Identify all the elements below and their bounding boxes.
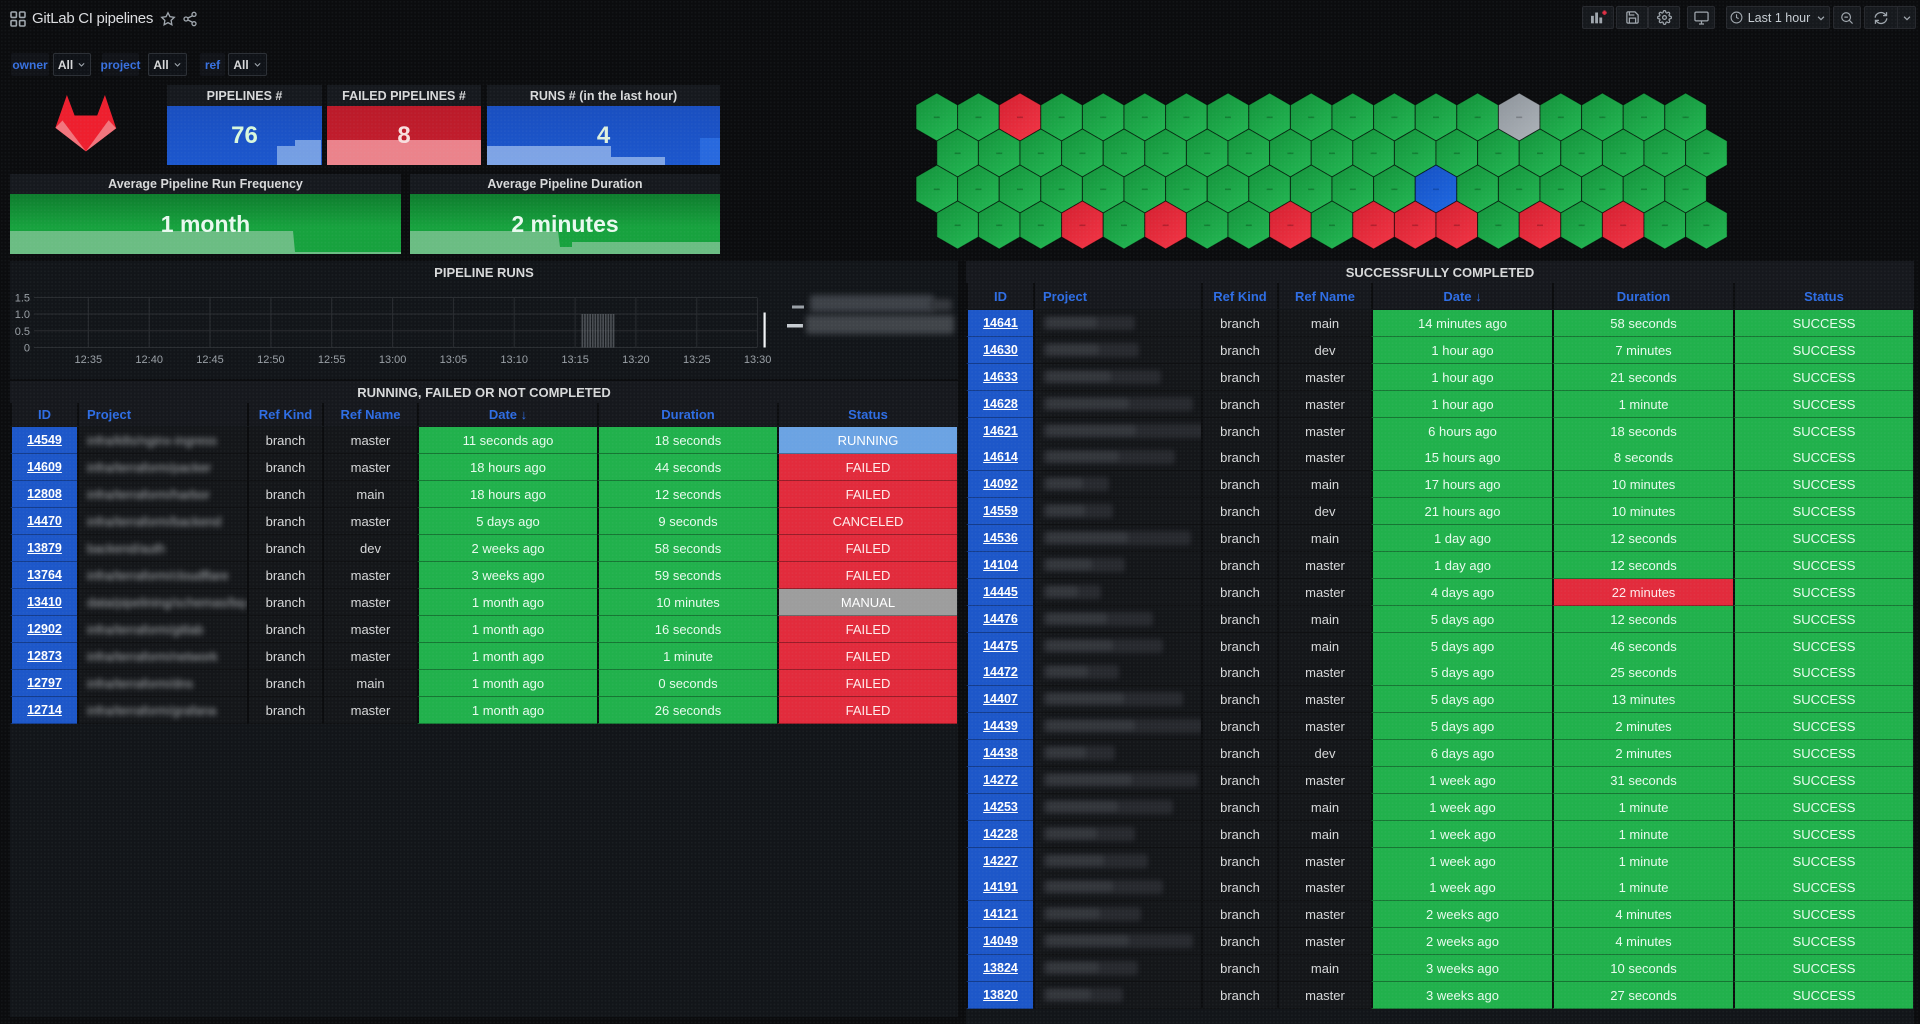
- svg-text:0: 0: [24, 343, 30, 355]
- svg-text:12:40: 12:40: [135, 354, 163, 366]
- svg-text:13:05: 13:05: [440, 354, 468, 366]
- svg-text:13:30: 13:30: [744, 354, 772, 366]
- svg-text:0.5: 0.5: [15, 326, 30, 338]
- svg-text:13:20: 13:20: [622, 354, 650, 366]
- svg-text:12:35: 12:35: [75, 354, 103, 366]
- svg-text:12:50: 12:50: [257, 354, 285, 366]
- svg-text:12:55: 12:55: [318, 354, 346, 366]
- svg-text:13:10: 13:10: [500, 354, 528, 366]
- svg-text:13:00: 13:00: [379, 354, 407, 366]
- svg-text:13:25: 13:25: [683, 354, 711, 366]
- svg-text:1.5: 1.5: [15, 293, 30, 305]
- svg-text:12:45: 12:45: [196, 354, 224, 366]
- svg-text:13:15: 13:15: [561, 354, 589, 366]
- svg-text:1.0: 1.0: [15, 309, 30, 321]
